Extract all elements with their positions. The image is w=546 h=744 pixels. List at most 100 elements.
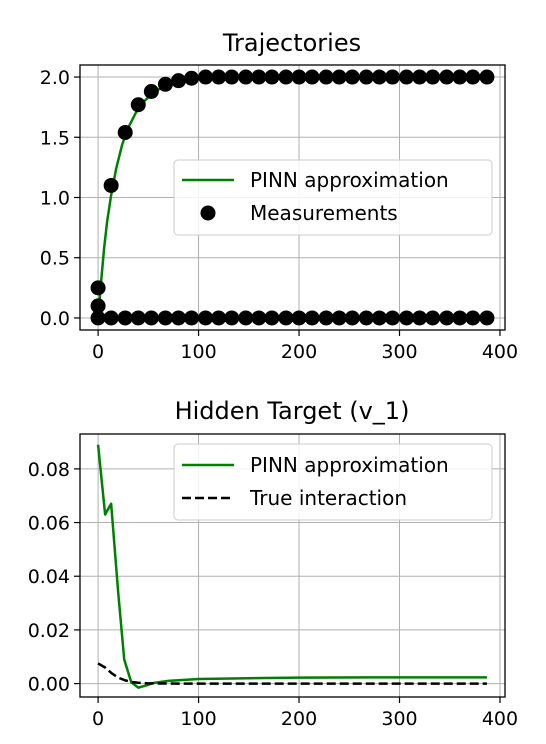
measurement-point	[304, 310, 320, 326]
measurement-point	[90, 280, 106, 296]
trajectories-ticks: 0 100 200 300 400 0.0 0.5 1.0 1.5 2.0	[40, 67, 518, 363]
y-tick-label: 0.08	[28, 459, 70, 481]
hidden-target-title: Hidden Target (v_1)	[175, 397, 410, 425]
measurement-point	[278, 69, 294, 85]
measurement-point	[479, 69, 495, 85]
measurement-point	[264, 69, 280, 85]
measurement-point	[238, 310, 254, 326]
measurement-point	[224, 310, 240, 326]
measurement-point	[399, 69, 415, 85]
measurement-point	[452, 69, 468, 85]
measurement-point	[291, 310, 307, 326]
y-tick-label: 0.0	[40, 308, 70, 330]
measurement-point	[238, 69, 254, 85]
measurement-point	[358, 69, 374, 85]
x-tick-label: 200	[281, 341, 317, 363]
measurement-point	[331, 310, 347, 326]
y-tick-label: 2.0	[40, 67, 70, 89]
measurement-point	[117, 124, 133, 140]
measurement-point	[344, 69, 360, 85]
measurement-point	[251, 310, 267, 326]
measurement-point	[170, 310, 186, 326]
x-tick-label: 0	[92, 708, 104, 730]
legend-measurements-swatch	[200, 205, 216, 221]
hidden-target-chart: Hidden Target (v_1) 0 100 200 300 400 0.00 0.0…	[28, 397, 518, 730]
measurement-point	[90, 298, 106, 314]
hidden-target-legend: PINN approximation True interaction	[173, 443, 493, 521]
trajectories-chart: Trajectories 0 100 200 300 400 0.0 0.5 1.0 1.5 2.…	[40, 29, 518, 363]
x-tick-label: 400	[482, 708, 518, 730]
trajectories-series	[90, 69, 495, 326]
measurement-point	[251, 69, 267, 85]
legend-pinn-label: PINN approximation	[250, 168, 449, 192]
measurement-point	[211, 310, 227, 326]
measurement-point	[264, 310, 280, 326]
legend-true-interaction-label: True interaction	[249, 486, 407, 510]
legend-pinn-label: PINN approximation	[250, 453, 449, 477]
measurement-point	[103, 177, 119, 193]
hidden-target-ticks: 0 100 200 300 400 0.00 0.02 0.04 0.06 0.08	[28, 459, 518, 730]
measurement-point	[318, 69, 334, 85]
measurement-point	[412, 69, 428, 85]
measurement-point	[439, 69, 455, 85]
measurement-point	[184, 70, 200, 86]
y-tick-label: 0.06	[28, 513, 70, 535]
measurement-point	[399, 310, 415, 326]
measurement-point	[117, 310, 133, 326]
measurement-point	[90, 310, 106, 326]
measurement-point	[439, 310, 455, 326]
measurement-point	[425, 310, 441, 326]
x-tick-label: 400	[482, 341, 518, 363]
measurement-point	[465, 69, 481, 85]
measurement-point	[143, 84, 159, 99]
measurement-point	[130, 310, 146, 326]
measurement-point	[318, 310, 334, 326]
measurement-point	[452, 310, 468, 326]
y-tick-label: 1.5	[40, 127, 70, 149]
x-tick-label: 300	[381, 341, 417, 363]
x-tick-label: 200	[281, 708, 317, 730]
trajectories-title: Trajectories	[222, 29, 361, 57]
true-interaction-line	[97, 662, 487, 685]
measurement-point	[184, 310, 200, 326]
measurement-point	[479, 310, 495, 326]
y-tick-label: 0.02	[28, 620, 70, 642]
measurement-point	[331, 69, 347, 85]
measurement-point	[358, 310, 374, 326]
y-tick-label: 0.5	[40, 248, 70, 270]
measurement-point	[157, 310, 173, 326]
legend-box	[173, 443, 493, 521]
hidden-target-series	[96, 444, 487, 689]
x-tick-label: 300	[381, 708, 417, 730]
measurement-point	[211, 69, 227, 85]
measurement-point	[384, 310, 400, 326]
legend-box	[173, 159, 493, 236]
measurement-point	[103, 310, 119, 326]
measurement-point	[465, 310, 481, 326]
measurement-point	[384, 69, 400, 85]
trajectories-legend: PINN approximation Measurements	[173, 159, 493, 236]
measurement-point	[371, 69, 387, 85]
measurement-point	[304, 69, 320, 85]
x-tick-label: 100	[180, 708, 216, 730]
measurement-point	[130, 97, 146, 113]
x-tick-label: 0	[92, 341, 104, 363]
x-tick-label: 100	[180, 341, 216, 363]
measurement-point	[170, 73, 186, 89]
measurement-point	[291, 69, 307, 85]
measurement-point	[224, 69, 240, 85]
measurement-point	[344, 310, 360, 326]
measurement-point	[278, 310, 294, 326]
y-tick-label: 0.04	[28, 566, 70, 588]
measurement-point	[143, 310, 159, 326]
legend-measurements-label: Measurements	[250, 201, 398, 225]
measurement-point	[371, 310, 387, 326]
y-tick-label: 0.00	[28, 674, 70, 696]
measurement-point	[425, 69, 441, 85]
hidden-target-plot-frame	[79, 433, 506, 698]
measurement-point	[157, 76, 173, 92]
measurement-point	[198, 310, 214, 326]
measurement-point	[198, 69, 214, 85]
measurement-point	[412, 310, 428, 326]
